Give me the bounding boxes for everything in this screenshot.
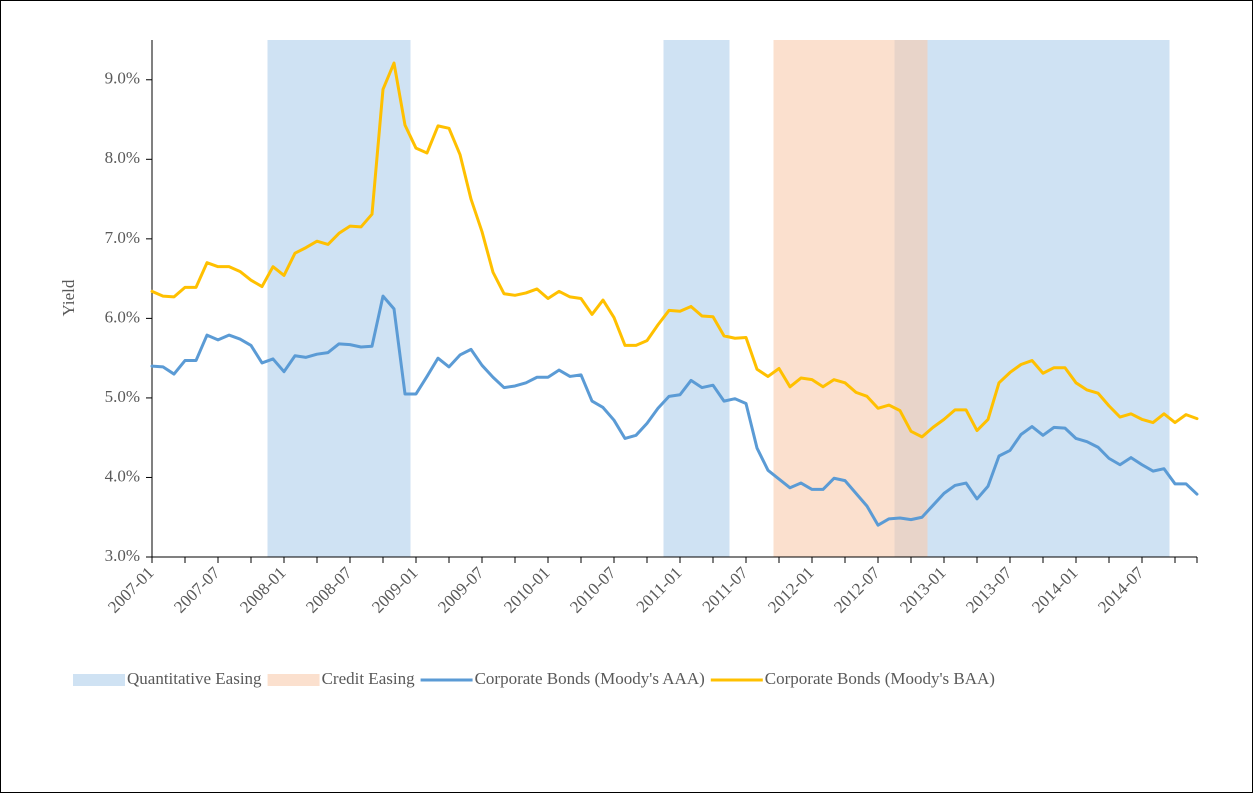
shaded-period xyxy=(1158,40,1170,557)
shaded-period xyxy=(861,40,873,557)
shaded-period xyxy=(971,40,983,557)
y-tick-label: 9.0% xyxy=(105,69,140,88)
shaded-period xyxy=(399,40,411,557)
shaded-period xyxy=(344,40,356,557)
shaded-period xyxy=(1092,40,1104,557)
shaded-period xyxy=(1125,40,1137,557)
y-tick-label: 4.0% xyxy=(105,466,140,485)
shaded-period xyxy=(1037,40,1049,557)
shaded-period xyxy=(905,40,917,557)
shaded-period xyxy=(828,40,840,557)
shaded-period xyxy=(1103,40,1115,557)
shaded-period xyxy=(278,40,290,557)
shaded-period xyxy=(773,40,785,557)
y-tick-label: 7.0% xyxy=(105,228,140,247)
shaded-period xyxy=(1136,40,1148,557)
shaded-period xyxy=(916,40,928,557)
shaded-period xyxy=(938,40,950,557)
shaded-period xyxy=(1114,40,1126,557)
legend-label: Corporate Bonds (Moody's BAA) xyxy=(765,669,995,688)
shaded-period xyxy=(355,40,367,557)
shaded-period xyxy=(333,40,345,557)
y-tick-label: 3.0% xyxy=(105,546,140,565)
shaded-period xyxy=(1026,40,1038,557)
data-line xyxy=(150,294,1199,527)
shaded-period xyxy=(663,40,675,557)
y-tick-label: 5.0% xyxy=(105,387,140,406)
shaded-period xyxy=(927,40,939,557)
shaded-period xyxy=(1059,40,1071,557)
shaded-period xyxy=(322,40,334,557)
shaded-period xyxy=(982,40,994,557)
shaded-period xyxy=(718,40,730,557)
shaded-period xyxy=(872,40,884,557)
shaded-period xyxy=(784,40,796,557)
legend-label: Credit Easing xyxy=(322,669,416,688)
shaded-period xyxy=(993,40,1005,557)
data-line xyxy=(150,61,1199,439)
legend-swatch xyxy=(73,674,125,686)
shaded-period xyxy=(1004,40,1016,557)
shaded-period xyxy=(685,40,697,557)
shaded-period xyxy=(1015,40,1027,557)
y-tick-label: 6.0% xyxy=(105,307,140,326)
shaded-period xyxy=(1147,40,1159,557)
shaded-period xyxy=(388,40,400,557)
shaded-period xyxy=(267,40,279,557)
y-axis-title: Yield xyxy=(59,279,78,316)
legend-label: Quantitative Easing xyxy=(127,669,262,688)
shaded-period xyxy=(894,40,906,557)
shaded-period xyxy=(883,40,895,557)
shaded-period xyxy=(817,40,829,557)
shaded-period xyxy=(1070,40,1082,557)
shaded-period xyxy=(696,40,708,557)
shaded-period xyxy=(1081,40,1093,557)
shaded-period xyxy=(850,40,862,557)
shaded-period xyxy=(674,40,686,557)
shaded-period xyxy=(806,40,818,557)
legend-swatch xyxy=(267,674,320,686)
shaded-period xyxy=(795,40,807,557)
shaded-period xyxy=(366,40,378,557)
y-tick-label: 8.0% xyxy=(105,148,140,167)
shaded-period xyxy=(311,40,323,557)
shaded-period xyxy=(960,40,972,557)
legend-label: Corporate Bonds (Moody's AAA) xyxy=(475,669,705,688)
shaded-period xyxy=(949,40,961,557)
shaded-period xyxy=(839,40,851,557)
shaded-period xyxy=(300,40,312,557)
shaded-period xyxy=(289,40,301,557)
shaded-period xyxy=(707,40,719,557)
shaded-period xyxy=(1048,40,1060,557)
